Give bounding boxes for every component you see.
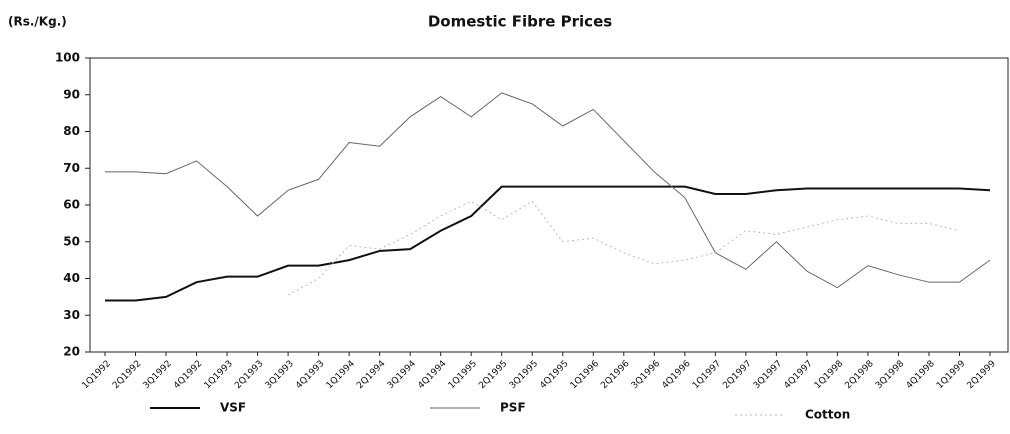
y-tick-label: 20	[63, 345, 80, 359]
legend-label: VSF	[220, 401, 246, 415]
x-tick-label: 3Q1996	[630, 359, 663, 392]
x-tick-label: 3Q1995	[508, 359, 540, 391]
x-tick-label: 3Q1992	[142, 359, 174, 391]
x-tick-label: 4Q1996	[660, 359, 693, 392]
x-tick-label: 1Q1994	[325, 359, 358, 392]
x-tick-label: 2Q1999	[966, 359, 999, 392]
x-tick-label: 4Q1998	[905, 359, 938, 392]
x-tick-label: 4Q1994	[416, 359, 449, 392]
y-axis-label: (Rs./Kg.)	[8, 15, 67, 29]
x-tick-label: 3Q1997	[752, 359, 784, 391]
y-tick-label: 60	[63, 198, 80, 212]
x-tick-label: 2Q1998	[843, 359, 876, 392]
x-tick-label: 1Q1997	[691, 359, 723, 391]
y-tick-label: 50	[63, 234, 80, 248]
x-tick-label: 2Q1996	[599, 359, 632, 392]
x-tick-label: 4Q1993	[294, 359, 326, 391]
x-tick-label: 1Q1998	[813, 359, 846, 392]
y-tick-label: 30	[63, 308, 80, 322]
legend-label: PSF	[500, 401, 526, 415]
x-tick-label: 3Q1993	[264, 359, 296, 391]
x-tick-label: 2Q1997	[721, 359, 753, 391]
x-tick-label: 3Q1994	[386, 359, 419, 392]
legend-label: Cotton	[805, 408, 850, 422]
x-tick-label: 2Q1994	[355, 359, 388, 392]
series-line	[105, 92, 991, 289]
x-tick-label: 1Q1992	[81, 359, 113, 391]
plot-frame	[89, 57, 1009, 353]
x-tick-label: 1Q1999	[935, 359, 968, 392]
x-tick-label: 2Q1995	[477, 359, 509, 391]
x-tick-label: 4Q1992	[172, 359, 204, 391]
x-tick-label: 2Q1993	[233, 359, 265, 391]
chart-title: Domestic Fibre Prices	[428, 13, 612, 31]
y-tick-label: 90	[63, 87, 80, 101]
y-tick-label: 80	[63, 124, 80, 138]
x-tick-label: 1Q1993	[203, 359, 235, 391]
x-tick-label: 4Q1997	[782, 359, 814, 391]
x-tick-label: 4Q1995	[538, 359, 570, 391]
y-tick-label: 40	[63, 271, 80, 285]
x-tick-label: 1Q1996	[569, 359, 602, 392]
series-line	[105, 185, 991, 302]
x-tick-label: 2Q1992	[111, 359, 143, 391]
y-tick-label: 70	[63, 161, 80, 175]
x-tick-label: 1Q1995	[447, 359, 479, 391]
y-tick-label: 100	[55, 51, 80, 65]
series-line	[287, 200, 960, 296]
x-tick-label: 3Q1998	[874, 359, 907, 392]
